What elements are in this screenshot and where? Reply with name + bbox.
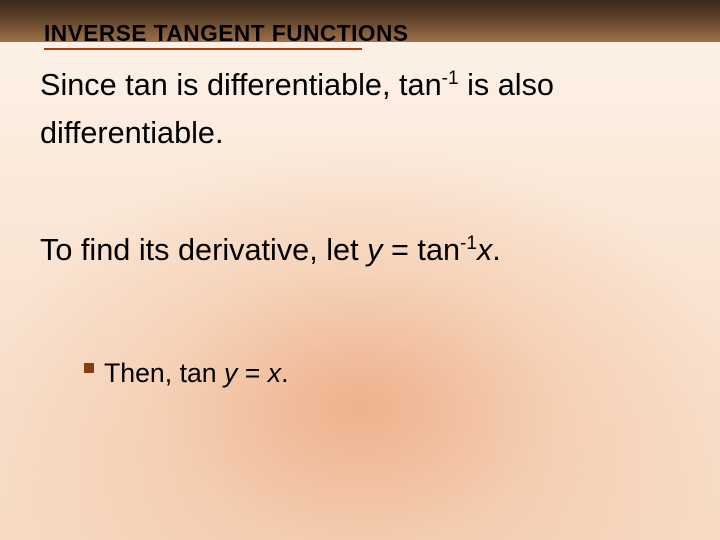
p2-eq: = tan	[382, 233, 460, 267]
bullet-item: Then, tan y = x.	[84, 353, 680, 394]
p2-x: x	[477, 233, 492, 267]
heading-underline	[44, 48, 362, 50]
p1-sup: -1	[442, 68, 459, 89]
b-eq: =	[237, 358, 267, 388]
b-y: y	[224, 358, 237, 388]
b-text-a: Then, tan	[104, 358, 224, 388]
p2-sup: -1	[460, 233, 477, 254]
slide-heading: INVERSE TANGENT FUNCTIONS	[44, 20, 409, 47]
p1-text-a: Since tan is differentiable, tan	[40, 68, 442, 102]
paragraph-2: To find its derivative, let y = tan-1x.	[40, 227, 680, 275]
paragraph-1: Since tan is differentiable, tan-1 is al…	[40, 62, 680, 157]
b-dot: .	[281, 358, 288, 388]
spacer	[40, 185, 680, 227]
slide: INVERSE TANGENT FUNCTIONS Since tan is d…	[0, 0, 720, 540]
bullet-text: Then, tan y = x.	[104, 353, 288, 394]
p2-text-a: To find its derivative, let	[40, 233, 367, 267]
slide-body: Since tan is differentiable, tan-1 is al…	[40, 62, 680, 394]
p2-dot: .	[492, 233, 501, 267]
p2-line1: To find its derivative, let y = tan-1x.	[40, 227, 680, 275]
p1-line2: differentiable.	[40, 110, 680, 158]
spacer-2	[40, 303, 680, 343]
p2-y: y	[367, 233, 382, 267]
p1-text-b: is also	[459, 68, 554, 102]
p1-line1: Since tan is differentiable, tan-1 is al…	[40, 62, 680, 110]
square-bullet-icon	[84, 363, 94, 373]
b-x: x	[268, 358, 281, 388]
